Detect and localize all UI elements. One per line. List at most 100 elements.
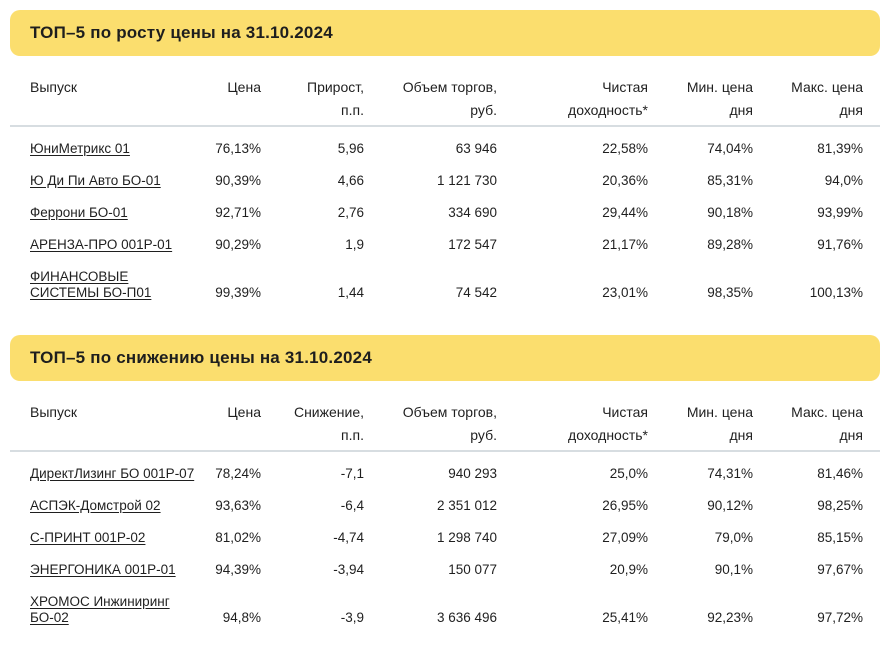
cell-volume: 1 121 730 (436, 173, 497, 188)
table-row: С-ПРИНТ 001Р-02 81,02% -4,74 1 298 740 2… (10, 522, 880, 554)
table-row: ХРОМОС Инжиниринг БО-02 94,8% -3,9 3 636… (10, 586, 880, 634)
cell-change: 1,44 (337, 285, 364, 300)
col-header-change: Снижение, п.п. (261, 381, 364, 452)
cell-price: 78,24% (215, 466, 261, 481)
header-row: Выпуск Цена Прирост, п.п. Объем торгов, … (10, 56, 880, 127)
issue-link[interactable]: ФИНАНСОВЫЕ СИСТЕМЫ БО-П01 (30, 269, 152, 300)
col-header-min-price: Мин. цена дня (648, 381, 753, 452)
cell-min-price: 90,12% (707, 498, 753, 513)
cell-max-price: 100,13% (809, 285, 863, 300)
issue-link[interactable]: ЮниМетрикс 01 (30, 141, 130, 156)
cell-volume: 2 351 012 (436, 498, 497, 513)
col-header-price: Цена (200, 56, 261, 127)
cell-issue: ХРОМОС Инжиниринг БО-02 (10, 586, 200, 634)
cell-change: 4,66 (337, 173, 364, 188)
cell-issue: Ю Ди Пи Авто БО-01 (10, 165, 200, 197)
cell-min-price: 92,23% (707, 610, 753, 625)
issue-link[interactable]: С-ПРИНТ 001Р-02 (30, 530, 146, 545)
cell-issue: ЭНЕРГОНИКА 001Р-01 (10, 554, 200, 586)
section-title-growth: ТОП–5 по росту цены на 31.10.2024 (10, 10, 880, 56)
cell-price: 76,13% (215, 141, 261, 156)
cell-yield: 25,41% (602, 610, 648, 625)
issue-link[interactable]: ХРОМОС Инжиниринг БО-02 (30, 594, 170, 625)
col-header-yield: Чистая доходность* (497, 56, 648, 127)
cell-yield: 26,95% (602, 498, 648, 513)
col-header-volume: Объем торгов, руб. (364, 56, 497, 127)
cell-max-price: 85,15% (817, 530, 863, 545)
col-header-max-price: Макс. цена дня (753, 56, 880, 127)
cell-issue: ФИНАНСОВЫЕ СИСТЕМЫ БО-П01 (10, 261, 200, 309)
top5-decline-table: Выпуск Цена Снижение, п.п. Объем торгов,… (10, 381, 880, 634)
cell-change: 5,96 (337, 141, 364, 156)
col-header-price: Цена (200, 381, 261, 452)
cell-price: 90,29% (215, 237, 261, 252)
section-title-decline: ТОП–5 по снижению цены на 31.10.2024 (10, 335, 880, 381)
issue-link[interactable]: Феррони БО-01 (30, 205, 128, 220)
section-top5-decline: ТОП–5 по снижению цены на 31.10.2024 Вып… (10, 335, 880, 634)
table-row: ЮниМетрикс 01 76,13% 5,96 63 946 22,58% … (10, 126, 880, 165)
cell-change: 1,9 (345, 237, 364, 252)
cell-issue: АСПЭК-Домстрой 02 (10, 490, 200, 522)
cell-volume: 940 293 (448, 466, 497, 481)
cell-min-price: 79,0% (714, 530, 753, 545)
cell-max-price: 97,72% (817, 610, 863, 625)
cell-yield: 25,0% (609, 466, 648, 481)
cell-issue: ДиректЛизинг БО 001Р-07 (10, 451, 200, 490)
table-row: Ю Ди Пи Авто БО-01 90,39% 4,66 1 121 730… (10, 165, 880, 197)
issue-link[interactable]: АСПЭК-Домстрой 02 (30, 498, 161, 513)
col-header-issue: Выпуск (10, 381, 200, 452)
cell-change: 2,76 (337, 205, 364, 220)
cell-yield: 29,44% (602, 205, 648, 220)
issue-link[interactable]: ЭНЕРГОНИКА 001Р-01 (30, 562, 176, 577)
col-header-volume: Объем торгов, руб. (364, 381, 497, 452)
col-header-yield: Чистая доходность* (497, 381, 648, 452)
cell-min-price: 85,31% (707, 173, 753, 188)
cell-max-price: 81,46% (817, 466, 863, 481)
cell-volume: 1 298 740 (436, 530, 497, 545)
cell-volume: 3 636 496 (436, 610, 497, 625)
table-row: ФИНАНСОВЫЕ СИСТЕМЫ БО-П01 99,39% 1,44 74… (10, 261, 880, 309)
cell-min-price: 89,28% (707, 237, 753, 252)
cell-max-price: 97,67% (817, 562, 863, 577)
cell-min-price: 74,31% (707, 466, 753, 481)
table-row: ЭНЕРГОНИКА 001Р-01 94,39% -3,94 150 077 … (10, 554, 880, 586)
issue-link[interactable]: Ю Ди Пи Авто БО-01 (30, 173, 161, 188)
issue-link[interactable]: АРЕНЗА-ПРО 001Р-01 (30, 237, 173, 252)
table-row: АСПЭК-Домстрой 02 93,63% -6,4 2 351 012 … (10, 490, 880, 522)
cell-price: 99,39% (215, 285, 261, 300)
cell-max-price: 98,25% (817, 498, 863, 513)
cell-change: -3,9 (340, 610, 364, 625)
cell-price: 93,63% (215, 498, 261, 513)
cell-yield: 20,9% (609, 562, 648, 577)
top5-growth-table: Выпуск Цена Прирост, п.п. Объем торгов, … (10, 56, 880, 309)
cell-issue: С-ПРИНТ 001Р-02 (10, 522, 200, 554)
col-header-min-price: Мин. цена дня (648, 56, 753, 127)
cell-price: 81,02% (215, 530, 261, 545)
issue-link[interactable]: ДиректЛизинг БО 001Р-07 (30, 466, 195, 481)
cell-change: -4,74 (333, 530, 364, 545)
cell-yield: 20,36% (602, 173, 648, 188)
cell-volume: 150 077 (448, 562, 497, 577)
header-row: Выпуск Цена Снижение, п.п. Объем торгов,… (10, 381, 880, 452)
cell-price: 94,8% (222, 610, 261, 625)
cell-volume: 334 690 (448, 205, 497, 220)
col-header-max-price: Макс. цена дня (753, 381, 880, 452)
cell-change: -6,4 (340, 498, 364, 513)
cell-issue: ЮниМетрикс 01 (10, 126, 200, 165)
cell-yield: 27,09% (602, 530, 648, 545)
cell-price: 94,39% (215, 562, 261, 577)
cell-volume: 172 547 (448, 237, 497, 252)
cell-yield: 21,17% (602, 237, 648, 252)
cell-min-price: 90,1% (714, 562, 753, 577)
cell-min-price: 98,35% (707, 285, 753, 300)
cell-max-price: 93,99% (817, 205, 863, 220)
cell-change: -3,94 (333, 562, 364, 577)
cell-max-price: 91,76% (817, 237, 863, 252)
section-title-text: ТОП–5 по снижению цены на 31.10.2024 (30, 348, 372, 367)
cell-price: 90,39% (215, 173, 261, 188)
cell-yield: 23,01% (602, 285, 648, 300)
cell-volume: 63 946 (455, 141, 497, 156)
cell-issue: АРЕНЗА-ПРО 001Р-01 (10, 229, 200, 261)
section-top5-growth: ТОП–5 по росту цены на 31.10.2024 Выпуск… (10, 10, 880, 309)
table-row: Феррони БО-01 92,71% 2,76 334 690 29,44%… (10, 197, 880, 229)
